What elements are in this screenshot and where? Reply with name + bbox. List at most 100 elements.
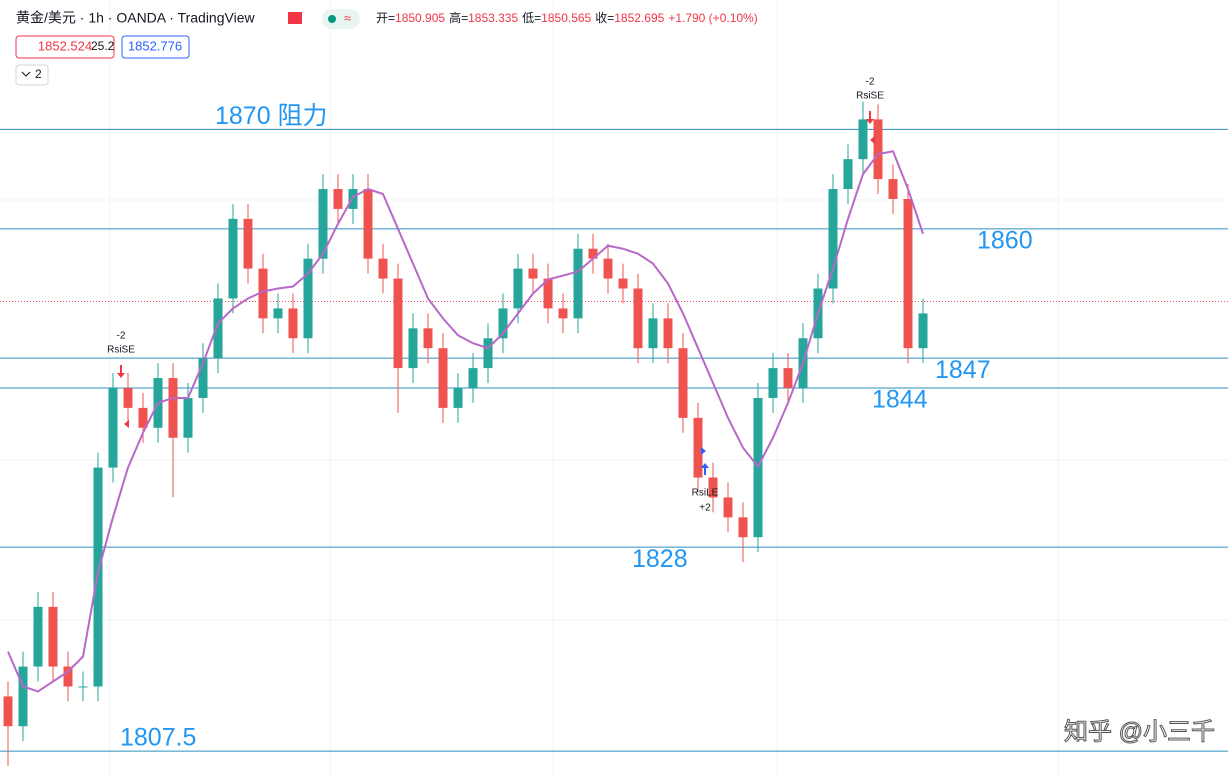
candle-body [573,248,583,319]
signal-marker [124,420,129,428]
candle-body [903,198,913,349]
status-icon: ≈ [344,10,351,25]
candle-body [168,378,178,438]
signal-marker [701,447,706,455]
candle-body [3,696,13,727]
candle-body [513,268,523,309]
candle-body [843,159,853,190]
candle-body [18,666,28,727]
candle-body [123,388,133,408]
moving-average [7,150,924,693]
level-label: 1807.5 [120,724,196,752]
status-pill [322,9,360,29]
signal-name: RsiSE [107,345,135,356]
candle-body [183,397,193,438]
level-label: 1828 [632,545,688,573]
level-label: 1844 [872,386,928,414]
signal-arrow [117,365,125,378]
signal-qty: -2 [117,331,126,342]
candle-body [633,288,643,349]
indicator-toggle[interactable] [15,64,49,86]
candle-body [78,686,88,688]
candle-body [273,308,283,319]
symbol: 黄金/美元 · 1h · OANDA · TradingView [16,10,255,26]
ohlc-value: 1850.905 [395,11,445,25]
candle-body [468,368,478,388]
level-label: 1860 [977,226,1033,254]
candle-body [243,218,253,269]
candle-body [693,417,703,478]
candle-body [378,258,388,279]
candle-body [63,666,73,687]
candle-body [828,189,838,289]
ask-box[interactable] [121,35,190,59]
candle-body [423,328,433,349]
candle-body [768,368,778,398]
candle-body [108,388,118,468]
candle-body [678,348,688,418]
candle-body [858,119,868,160]
candle-body [558,308,568,319]
ohlc: 开= 1850.905 高= 1853.335 低= 1850.565 收= 1852.695… [376,10,758,25]
watermark: 知乎 @小三千 [1064,718,1215,745]
candle-body [333,189,343,209]
candle-body [888,179,898,199]
signal-arrow [866,111,874,124]
spread: 25.2 [91,39,115,53]
bid[interactable]: 1852.524 [38,38,92,53]
candle-body [303,258,313,339]
signal-name: RsiLE [692,488,719,499]
candle-body [588,248,598,259]
indicator-count[interactable]: 2 [35,67,42,81]
status-dot [328,15,336,23]
candle-body [528,268,538,279]
change: +1.790 (+0.10%) [668,11,757,25]
candle-body [663,318,673,349]
signal-qty: -2 [866,77,875,88]
candle-body [483,338,493,369]
candle-body [48,606,58,667]
candle-body [213,298,223,359]
ohlc-value: 1850.565 [541,11,591,25]
chevron [21,71,31,77]
candle-body [318,189,328,259]
candle-body [873,119,883,180]
ask[interactable]: 1852.776 [128,38,182,53]
signal-marker [870,136,875,144]
level-label: 1870 阻力 [215,102,328,130]
candle-body [258,268,268,319]
candle-body [228,218,238,299]
bid-box[interactable] [15,35,115,59]
ohlc-label: 低= [522,11,541,25]
signal-qty: +2 [699,503,711,514]
candle-body [33,606,43,667]
candle-body [393,278,403,369]
candle-body [918,313,928,349]
candle-body [648,318,658,349]
ohlc-label: 高= [449,10,468,25]
ohlc-label: 开= [376,11,395,25]
candle-body [138,407,148,428]
ohlc-value: 1852.695 [614,11,664,25]
candle-body [708,477,718,498]
candle-body [498,308,508,339]
ohlc-label: 收= [595,11,614,25]
flag-icon [288,12,302,24]
candle-body [198,358,208,398]
level-label: 1847 [935,356,991,384]
candle-body [603,258,613,279]
signal-arrow [701,463,709,475]
ohlc-value: 1853.335 [468,11,518,25]
candle-body [288,308,298,339]
candle-body [783,368,793,388]
candle-body [438,348,448,408]
signal-name: RsiSE [856,91,884,102]
candle-body [363,189,373,259]
candle-body [723,497,733,518]
candle-body [453,388,463,408]
candle-body [543,278,553,309]
candle-body [738,517,748,538]
candle-body [618,278,628,289]
